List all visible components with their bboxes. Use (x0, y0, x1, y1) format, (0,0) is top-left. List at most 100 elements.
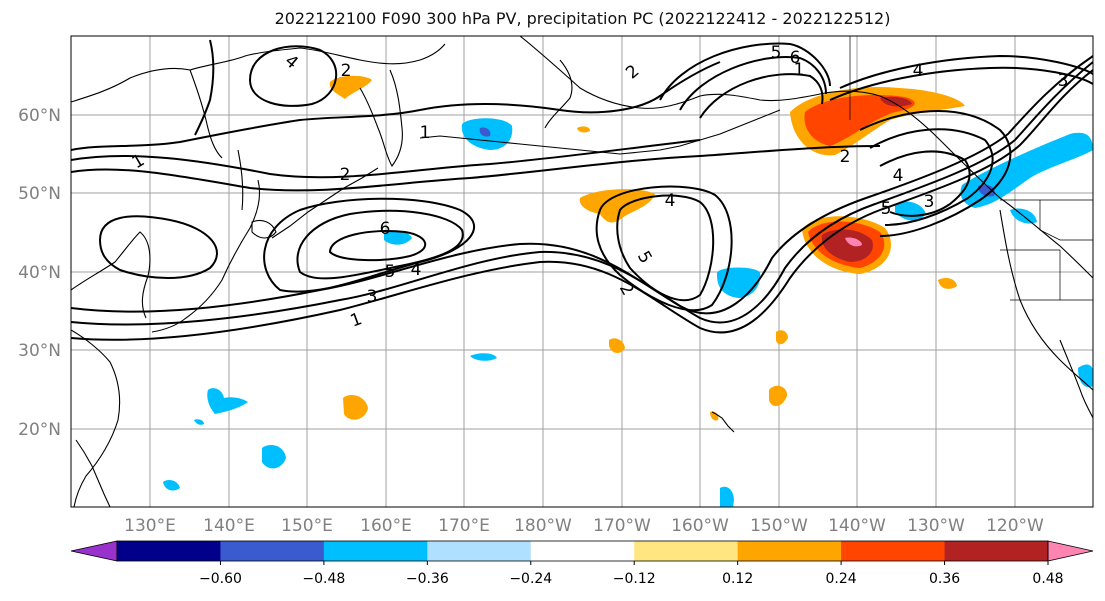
lon-tick-label: 170°W (593, 516, 651, 536)
coastline-hokkaido (251, 219, 277, 239)
colorbar-tick-label: 0.24 (826, 571, 857, 587)
pv-contour-arctic-a (839, 54, 1093, 89)
contour-label: 5 (385, 262, 396, 282)
coastline-philippines (75, 439, 111, 507)
contour-label: 6 (380, 219, 391, 239)
lat-tick-label: 40°N (18, 263, 61, 283)
colorbar-frame (116, 540, 1049, 562)
coastline-california (999, 209, 1093, 391)
pv-contour-northeast-c (699, 73, 824, 119)
latitude-labels: 60°N 50°N 40°N 30°N 20°N (18, 106, 61, 440)
contour-label: 2 (340, 165, 351, 185)
contour-label: 2 (840, 147, 851, 167)
pv-contour-1-south (71, 69, 1093, 341)
pv-contour-central-loop-outer (595, 185, 733, 312)
pv-contour-vortex-west (263, 197, 475, 293)
pv-contour-north-band (419, 61, 721, 114)
colorbar-tick-label: −0.12 (613, 571, 656, 587)
pv-contour-vortex-west-inner (328, 230, 427, 262)
pv-contour-band-asia-b (71, 139, 701, 179)
colorbar-segment (944, 541, 1049, 561)
coastlines (71, 36, 1093, 507)
figure-title: 2022122100 F090 300 hPa PV, precipitatio… (274, 9, 891, 28)
colorbar-extend-low (70, 540, 118, 562)
lon-tick-label: 160°W (671, 516, 729, 536)
lat-tick-label: 20°N (18, 420, 61, 440)
coastline-sakhalin (237, 149, 244, 211)
colorbar-segment (530, 541, 635, 561)
colorbar-extend-high (1047, 540, 1094, 562)
coastline-china-east (71, 329, 121, 507)
pv-contour-vortex-west-mid (296, 209, 464, 280)
pv-contours (71, 39, 1093, 341)
lat-tick-label: 30°N (18, 341, 61, 361)
contour-label: 5 (881, 199, 892, 219)
contour-label: 1 (794, 60, 805, 80)
pv-contour-gulf-b (869, 128, 994, 226)
precip-strong-gulf-alaska (804, 94, 915, 146)
coastline-okhotsk (189, 69, 223, 159)
pv-contour-siberia-band (71, 109, 421, 151)
precip-peak-nepac (845, 237, 862, 247)
longitude-labels: 130°E 140°E 150°E 160°E 170°E 180°W 170°W 160°W… (124, 516, 1044, 536)
pv-contour-loop-okhotsk (248, 45, 338, 107)
lon-tick-label: 150°W (750, 516, 808, 536)
lon-tick-label: 180°W (514, 516, 572, 536)
contour-label: 3 (367, 287, 378, 307)
contour-label: 1 (420, 123, 431, 143)
contour-label: 6 (790, 48, 801, 68)
contour-label: 4 (893, 166, 904, 186)
pv-contour-band-asia-a (71, 145, 881, 192)
coastline-kamchatka (359, 69, 403, 167)
colorbar-tick-label: −0.36 (406, 571, 449, 587)
colorbar-segment (323, 541, 428, 561)
contour-label: 4 (665, 191, 676, 211)
colorbar-tick-label: 0.36 (929, 571, 960, 587)
lon-tick-label: 160°E (360, 516, 412, 536)
political-borders (849, 36, 1093, 301)
lon-tick-label: 150°E (281, 516, 333, 536)
coastline-alaska (519, 36, 1093, 279)
pv-contour-gulf-c (879, 150, 971, 217)
pv-contour-central-loop (616, 194, 715, 302)
map-frame (70, 35, 1094, 508)
coastline-korea-china (71, 231, 151, 319)
contour-label: 4 (913, 61, 924, 81)
colorbar-tick-label: −0.24 (509, 571, 552, 587)
colorbar-segment (427, 541, 532, 561)
pv-contour-northeast-a (659, 42, 831, 101)
coastline-japan (151, 179, 261, 333)
precip-core-nepac (821, 229, 873, 262)
coastline-baja (1059, 339, 1093, 419)
coastline-hawaii (711, 411, 735, 433)
precip-positive-central (579, 189, 655, 223)
lon-tick-label: 130°W (907, 516, 965, 536)
lon-tick-label: 120°W (986, 516, 1044, 536)
contour-label: 2 (341, 61, 352, 81)
colorbar-segment (737, 541, 842, 561)
lon-tick-label: 130°E (124, 516, 176, 536)
pv-contour-gulf-a (859, 110, 1012, 237)
lon-tick-label: 140°W (828, 516, 886, 536)
coastline-bering (544, 59, 573, 129)
lat-tick-label: 60°N (18, 106, 61, 126)
colorbar-tick-label: −0.60 (199, 571, 242, 587)
colorbar-segment (117, 541, 221, 561)
coastline-kuril (271, 167, 379, 239)
colorbar-tick-label: 0.12 (722, 571, 753, 587)
contour-label: 4 (411, 260, 422, 280)
lon-tick-label: 140°E (203, 516, 255, 536)
pv-contour-2-south (71, 61, 1093, 326)
colorbar-segment (841, 541, 946, 561)
pv-contour-west-edge (194, 39, 215, 136)
colorbar-segment (634, 541, 739, 561)
lat-tick-label: 50°N (18, 184, 61, 204)
colorbar-tick-label: 0.48 (1032, 571, 1063, 587)
lon-tick-label: 170°E (438, 516, 490, 536)
contour-label: 3 (1058, 71, 1069, 91)
contour-label: 5 (771, 43, 782, 63)
pv-contour-west-loop (98, 215, 218, 279)
colorbar-tick-label: −0.48 (302, 571, 345, 587)
pv-contour-arctic-b (829, 66, 1093, 101)
